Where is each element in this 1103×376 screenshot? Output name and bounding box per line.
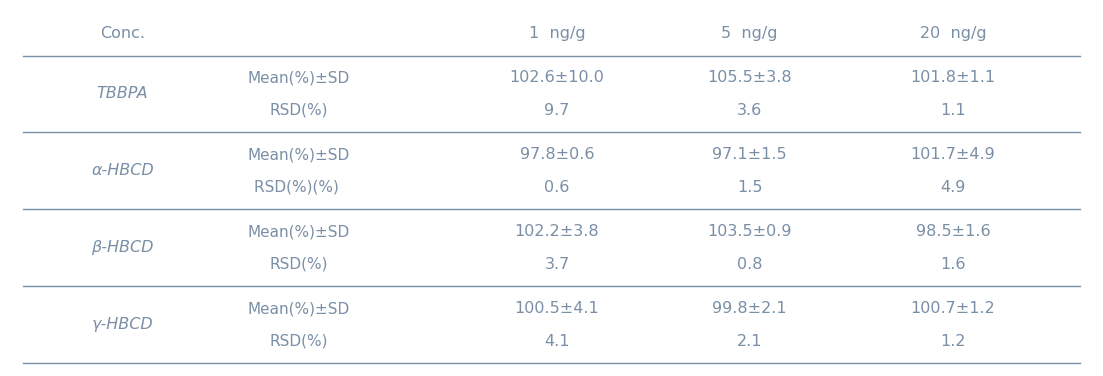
Text: 9.7: 9.7 <box>544 103 569 118</box>
Text: 97.1±1.5: 97.1±1.5 <box>713 147 786 162</box>
Text: Mean(%)±SD: Mean(%)±SD <box>247 224 350 239</box>
Text: RSD(%): RSD(%) <box>269 103 328 118</box>
Text: 101.8±1.1: 101.8±1.1 <box>910 70 996 85</box>
Text: 1  ng/g: 1 ng/g <box>528 26 586 41</box>
Text: γ-HBCD: γ-HBCD <box>92 317 153 332</box>
Text: 5  ng/g: 5 ng/g <box>721 26 778 41</box>
Text: 0.8: 0.8 <box>737 256 762 271</box>
Text: 105.5±3.8: 105.5±3.8 <box>707 70 792 85</box>
Text: 1.1: 1.1 <box>940 103 966 118</box>
Text: 97.8±0.6: 97.8±0.6 <box>520 147 595 162</box>
Text: 101.7±4.9: 101.7±4.9 <box>911 147 995 162</box>
Text: 4.9: 4.9 <box>941 180 966 195</box>
Text: 98.5±1.6: 98.5±1.6 <box>915 224 990 239</box>
Text: 1.5: 1.5 <box>737 180 762 195</box>
Text: 3.6: 3.6 <box>737 103 762 118</box>
Text: Mean(%)±SD: Mean(%)±SD <box>247 301 350 316</box>
Text: 4.1: 4.1 <box>544 334 570 349</box>
Text: 102.2±3.8: 102.2±3.8 <box>515 224 599 239</box>
Text: RSD(%)(%): RSD(%)(%) <box>254 180 343 195</box>
Text: RSD(%): RSD(%) <box>269 334 328 349</box>
Text: Mean(%)±SD: Mean(%)±SD <box>247 70 350 85</box>
Text: 2.1: 2.1 <box>737 334 762 349</box>
Text: 99.8±2.1: 99.8±2.1 <box>713 301 786 316</box>
Text: 1.2: 1.2 <box>941 334 966 349</box>
Text: Mean(%)±SD: Mean(%)±SD <box>247 147 350 162</box>
Text: 20  ng/g: 20 ng/g <box>920 26 986 41</box>
Text: Conc.: Conc. <box>100 26 144 41</box>
Text: 103.5±0.9: 103.5±0.9 <box>707 224 792 239</box>
Text: TBBPA: TBBPA <box>97 86 148 102</box>
Text: RSD(%): RSD(%) <box>269 256 328 271</box>
Text: 100.5±4.1: 100.5±4.1 <box>515 301 599 316</box>
Text: 1.6: 1.6 <box>941 256 966 271</box>
Text: 102.6±10.0: 102.6±10.0 <box>510 70 604 85</box>
Text: β-HBCD: β-HBCD <box>92 240 153 255</box>
Text: 0.6: 0.6 <box>544 180 569 195</box>
Text: 3.7: 3.7 <box>545 256 569 271</box>
Text: 100.7±1.2: 100.7±1.2 <box>911 301 995 316</box>
Text: α-HBCD: α-HBCD <box>92 164 153 179</box>
